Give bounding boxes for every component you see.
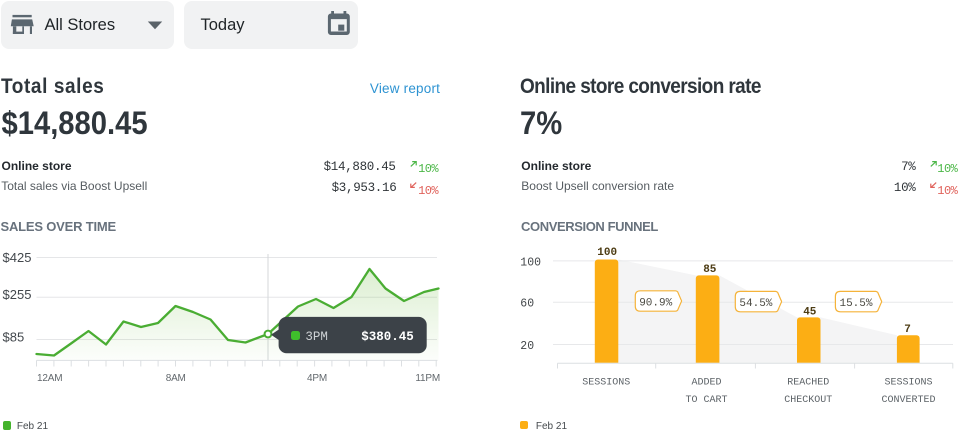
svg-text:$255: $255 [3,287,32,302]
svg-text:100: 100 [597,247,617,259]
svg-text:CHECKOUT: CHECKOUT [784,395,832,406]
svg-text:7: 7 [904,324,911,336]
svg-text:15.5%: 15.5% [839,298,872,310]
svg-text:3PM: 3PM [305,330,328,344]
svg-text:54.5%: 54.5% [739,298,772,310]
svg-text:ADDED: ADDED [691,378,721,389]
svg-text:4PM: 4PM [307,373,327,384]
svg-text:12AM: 12AM [37,373,62,384]
svg-text:$425: $425 [3,250,32,265]
svg-text:45: 45 [803,307,817,319]
svg-text:CONVERTED: CONVERTED [881,395,935,406]
svg-text:SESSIONS: SESSIONS [582,378,630,389]
svg-text:$380.45: $380.45 [361,330,414,344]
svg-text:TO CART: TO CART [685,395,727,406]
svg-text:90.9%: 90.9% [639,297,672,309]
svg-text:SESSIONS: SESSIONS [884,378,932,389]
svg-text:20: 20 [520,340,534,353]
svg-text:REACHED: REACHED [787,378,829,389]
svg-text:85: 85 [703,264,717,276]
svg-text:$85: $85 [3,330,25,345]
svg-text:60: 60 [520,298,534,311]
svg-text:8AM: 8AM [166,373,186,384]
svg-text:11PM: 11PM [415,373,440,384]
svg-text:100: 100 [520,256,541,269]
